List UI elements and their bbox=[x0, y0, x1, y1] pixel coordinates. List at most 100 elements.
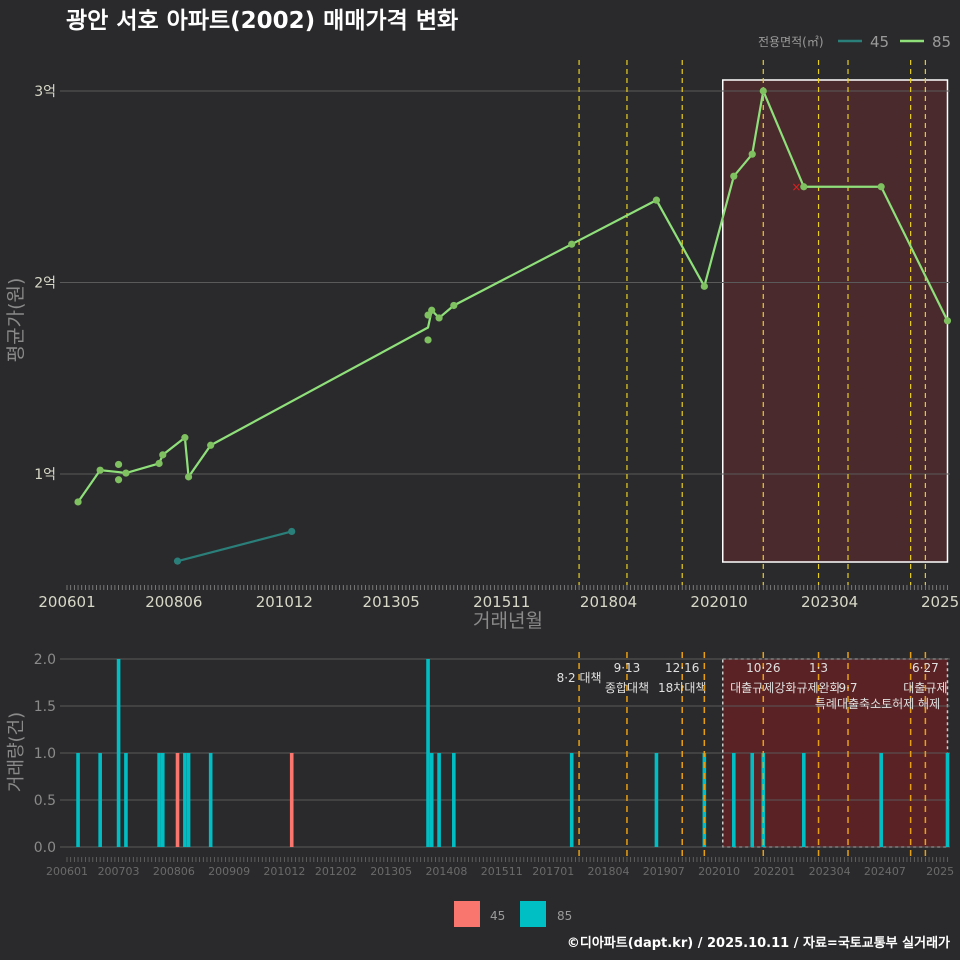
data-point-85 bbox=[700, 282, 708, 290]
top-x-axis-title: 거래년월 bbox=[473, 610, 543, 632]
bottom-x-tick-label: 202010 bbox=[698, 865, 740, 878]
data-point-85 bbox=[568, 240, 576, 248]
bottom-x-tick-label: 201701 bbox=[532, 865, 574, 878]
bottom-x-tick-label: 200909 bbox=[208, 865, 250, 878]
bottom-y-tick-label: 2.0 bbox=[34, 652, 56, 668]
bar-85 bbox=[157, 753, 161, 847]
data-point-85 bbox=[800, 183, 808, 191]
bar-85 bbox=[732, 753, 736, 847]
bottom-x-tick-label: 202201 bbox=[753, 865, 795, 878]
data-point-85 bbox=[652, 196, 661, 204]
policy-name-label: 종합대책 bbox=[605, 680, 649, 695]
data-point-85 bbox=[159, 451, 167, 459]
bottom-y-tick-label: 0.0 bbox=[34, 840, 56, 856]
top-y-tick-label: 1억 bbox=[34, 467, 56, 483]
policy-name-label: 18차대책 bbox=[658, 680, 706, 695]
bar-45 bbox=[175, 753, 180, 847]
top-x-tick-label: 201012 bbox=[256, 593, 313, 611]
bottom-x-tick-label: 201012 bbox=[263, 865, 305, 878]
bottom-y-axis-title: 거래량(건) bbox=[6, 712, 27, 792]
bar-legend-label-45: 45 bbox=[490, 909, 505, 923]
bottom-x-tick-label: 202304 bbox=[809, 865, 851, 878]
data-point-85 bbox=[877, 183, 885, 191]
bar-85 bbox=[429, 753, 434, 847]
bottom-x-tick-label: 201804 bbox=[588, 865, 630, 878]
policy-name-label: 토허제 해제 bbox=[881, 697, 940, 711]
data-point-85 bbox=[424, 336, 432, 344]
policy-date-label: 12·16 bbox=[665, 661, 699, 675]
data-point-85 bbox=[435, 314, 443, 322]
cancelled-marker: × bbox=[791, 180, 801, 194]
top-x-tick-label: 202010 bbox=[690, 593, 747, 611]
bar-85 bbox=[426, 659, 430, 847]
bottom-x-tick-label: 201202 bbox=[315, 865, 357, 878]
bar-85 bbox=[160, 753, 165, 847]
data-point-85 bbox=[155, 459, 163, 468]
bar-85 bbox=[452, 753, 456, 847]
data-point-85 bbox=[74, 498, 82, 506]
bottom-y-tick-label: 1.0 bbox=[34, 746, 56, 762]
bar-legend-label-85: 85 bbox=[557, 909, 572, 923]
bar-85 bbox=[124, 753, 128, 847]
bottom-x-tick-label: 201511 bbox=[481, 865, 523, 878]
series-line-45 bbox=[177, 530, 293, 563]
bar-85 bbox=[654, 753, 659, 847]
bar-85 bbox=[750, 753, 755, 847]
bar-85 bbox=[116, 659, 121, 847]
chart-title: 광안 서호 아파트(2002) 매매가격 변화 bbox=[66, 8, 458, 34]
bar-85 bbox=[569, 753, 574, 847]
top-y-axis-title: 평균가(원) bbox=[5, 278, 27, 363]
top-x-tick-label: 200601 bbox=[38, 593, 95, 611]
bar-85 bbox=[186, 753, 191, 847]
data-point-45 bbox=[173, 557, 182, 565]
legend-label-45: 45 bbox=[870, 33, 889, 51]
bar-85 bbox=[802, 753, 806, 847]
highlight-box bbox=[722, 79, 949, 563]
data-point-85 bbox=[759, 87, 767, 95]
bottom-x-tick-label: 201907 bbox=[643, 865, 685, 878]
bottom-x-tick-label: 201305 bbox=[370, 865, 412, 878]
data-point-85 bbox=[730, 172, 738, 180]
bottom-x-tick-label: 201408 bbox=[425, 865, 467, 878]
policy-name-label: 특례대출축소 bbox=[815, 697, 881, 711]
bar-legend-swatch-85 bbox=[520, 901, 546, 927]
legend-title: 전용면적(㎡) bbox=[758, 35, 824, 49]
bottom-x-tick-label: 202407 bbox=[864, 865, 906, 878]
policy-name-label: 8·2 대책 bbox=[557, 670, 602, 685]
policy-date-label: 9·7 bbox=[838, 681, 857, 695]
bar-85 bbox=[437, 753, 441, 847]
policy-date-label: 1·3 bbox=[809, 661, 828, 675]
bar-85 bbox=[208, 753, 213, 847]
top-x-tick-label: 2025 bbox=[921, 593, 959, 611]
bar-85 bbox=[945, 753, 950, 847]
bottom-y-tick-label: 0.5 bbox=[34, 793, 56, 809]
data-point-85 bbox=[450, 301, 458, 310]
bottom-x-tick-label: 2025 bbox=[926, 865, 954, 878]
bottom-x-tick-label: 200703 bbox=[98, 865, 140, 878]
data-point-85 bbox=[114, 476, 123, 484]
bottom-x-tick-label: 200806 bbox=[153, 865, 195, 878]
data-point-85 bbox=[428, 306, 436, 314]
data-point-85 bbox=[207, 441, 215, 449]
policy-name-label: 대출규제 bbox=[903, 681, 947, 695]
data-point-85 bbox=[181, 434, 189, 442]
data-point-85 bbox=[114, 460, 123, 469]
bar-85 bbox=[98, 753, 102, 847]
top-x-tick-label: 201804 bbox=[580, 593, 637, 611]
bar-85 bbox=[879, 753, 883, 847]
data-point-85 bbox=[748, 150, 756, 158]
data-point-45 bbox=[288, 527, 296, 536]
legend-label-85: 85 bbox=[932, 33, 951, 51]
top-x-tick-label: 200806 bbox=[145, 593, 202, 611]
data-point-85 bbox=[184, 473, 193, 481]
policy-name-label: 대출규제강화 bbox=[730, 681, 796, 695]
data-point-85 bbox=[96, 466, 104, 474]
bottom-y-tick-label: 1.5 bbox=[34, 699, 56, 715]
footer-credit: ©디아파트(dapt.kr) / 2025.10.11 / 자료=국토교통부 실… bbox=[567, 935, 950, 951]
top-x-tick-label: 201511 bbox=[473, 593, 530, 611]
policy-date-label: 6·27 bbox=[912, 661, 939, 675]
top-x-tick-label: 202304 bbox=[801, 593, 858, 611]
policy-date-label: 10·26 bbox=[746, 661, 780, 675]
